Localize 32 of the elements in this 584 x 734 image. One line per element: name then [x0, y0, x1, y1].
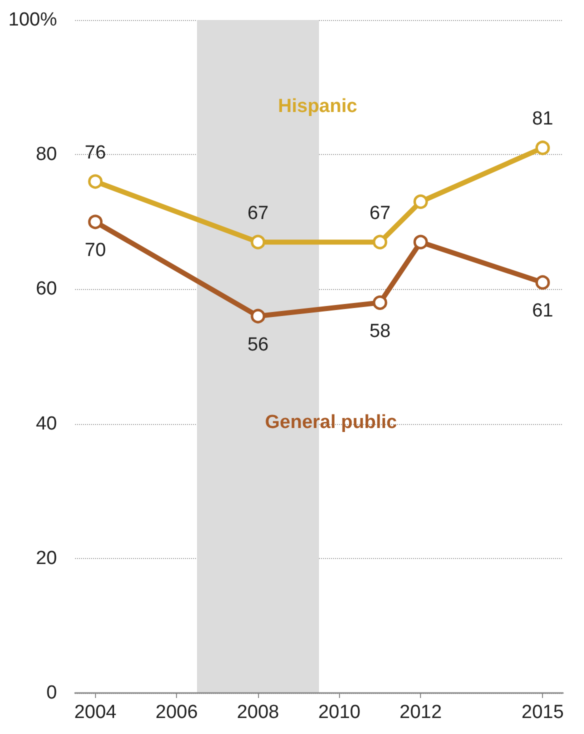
data-label: 76	[84, 142, 106, 164]
point	[372, 234, 388, 250]
x-tick-label: 2015	[522, 702, 564, 723]
data-label: 81	[532, 108, 554, 130]
y-tick-label: 100%	[8, 10, 58, 30]
point	[413, 234, 428, 250]
x-tick-label: 2004	[74, 702, 117, 723]
data-label: 67	[369, 202, 391, 224]
y-tick-label: 80	[36, 144, 57, 166]
text: Hispanic	[278, 96, 358, 117]
data-label: 70	[84, 240, 106, 262]
y-tick-label: 40	[36, 413, 57, 434]
data-label: 56	[247, 334, 269, 356]
data-label: 67	[247, 202, 269, 224]
x-tick-label: 2006	[156, 702, 198, 723]
data-label: 58	[369, 320, 391, 342]
y-tick-label: 20	[36, 548, 57, 569]
point	[535, 140, 550, 156]
x-tick-label: 2012	[400, 702, 442, 723]
x-tick-label: 2010	[318, 702, 360, 723]
x-tick-label: 2008	[236, 702, 280, 723]
point	[535, 275, 550, 290]
point	[413, 194, 428, 209]
point	[88, 214, 103, 230]
text: General public	[265, 412, 398, 433]
point	[250, 234, 266, 250]
point	[88, 174, 103, 189]
point	[372, 295, 388, 310]
y-tick-label: 60	[36, 278, 57, 300]
point	[250, 308, 266, 324]
data-label: 61	[532, 300, 554, 322]
y-tick-label: 0	[46, 682, 57, 704]
